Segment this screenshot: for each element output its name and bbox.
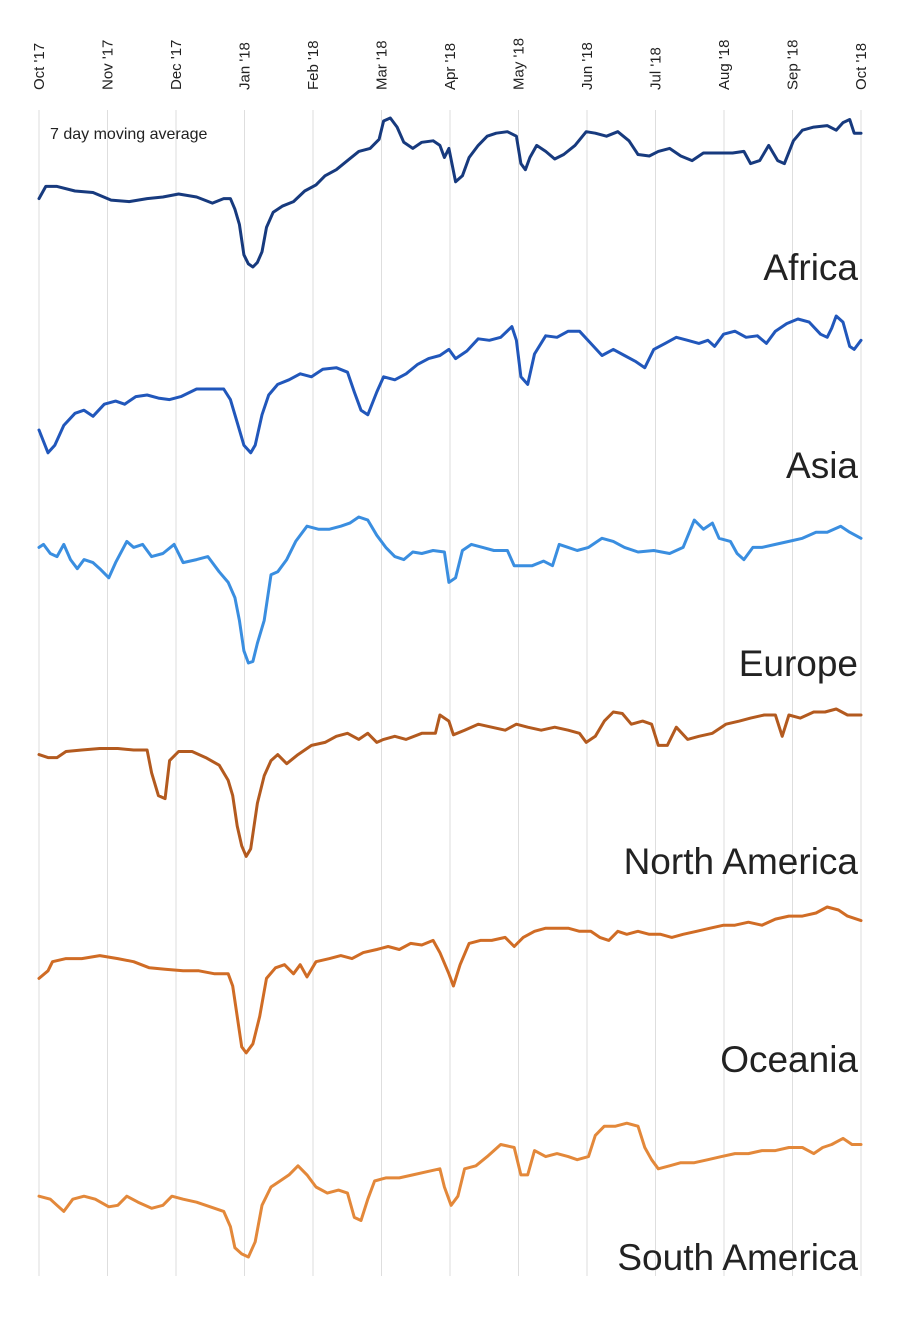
moving-average-note: 7 day moving average <box>50 126 208 143</box>
series-line-africa <box>37 116 863 269</box>
month-tick-label: Jun '18 <box>579 42 596 90</box>
series-line-north-america <box>37 707 863 858</box>
series-line-asia <box>37 314 863 455</box>
month-tick-label: May '18 <box>511 38 528 90</box>
region-label-oceania: Oceania <box>720 1039 858 1080</box>
region-label-asia: Asia <box>786 445 858 486</box>
region-labels: Africa Asia Europe North America Oceania Sout… <box>617 247 858 1278</box>
month-tick-label: Jan '18 <box>237 42 254 90</box>
month-tick-labels: Oct '17 Nov '17 Dec '17 Jan '18 Feb '18 Mar '… <box>31 38 870 90</box>
month-tick-label: Apr '18 <box>442 43 459 90</box>
series-line-europe <box>37 515 863 665</box>
month-tick-label: Sep '18 <box>785 40 802 90</box>
region-label-north-america: North America <box>624 841 859 882</box>
month-tick-label: Jul '18 <box>648 47 665 90</box>
month-tick-label: Oct '18 <box>853 43 870 90</box>
region-series <box>37 116 863 1259</box>
series-line-oceania <box>37 905 863 1055</box>
vertical-gridlines <box>38 110 862 1276</box>
month-tick-label: Nov '17 <box>100 40 117 90</box>
month-tick-label: Feb '18 <box>305 40 322 90</box>
month-tick-label: Oct '17 <box>31 43 48 90</box>
month-tick-label: Dec '17 <box>168 40 185 90</box>
month-tick-label: Mar '18 <box>374 40 391 90</box>
series-line-south-america <box>37 1121 863 1259</box>
month-tick-label: Aug '18 <box>716 40 733 90</box>
region-label-africa: Africa <box>763 247 858 288</box>
region-label-south-america: South America <box>617 1237 858 1278</box>
region-label-europe: Europe <box>739 643 858 684</box>
